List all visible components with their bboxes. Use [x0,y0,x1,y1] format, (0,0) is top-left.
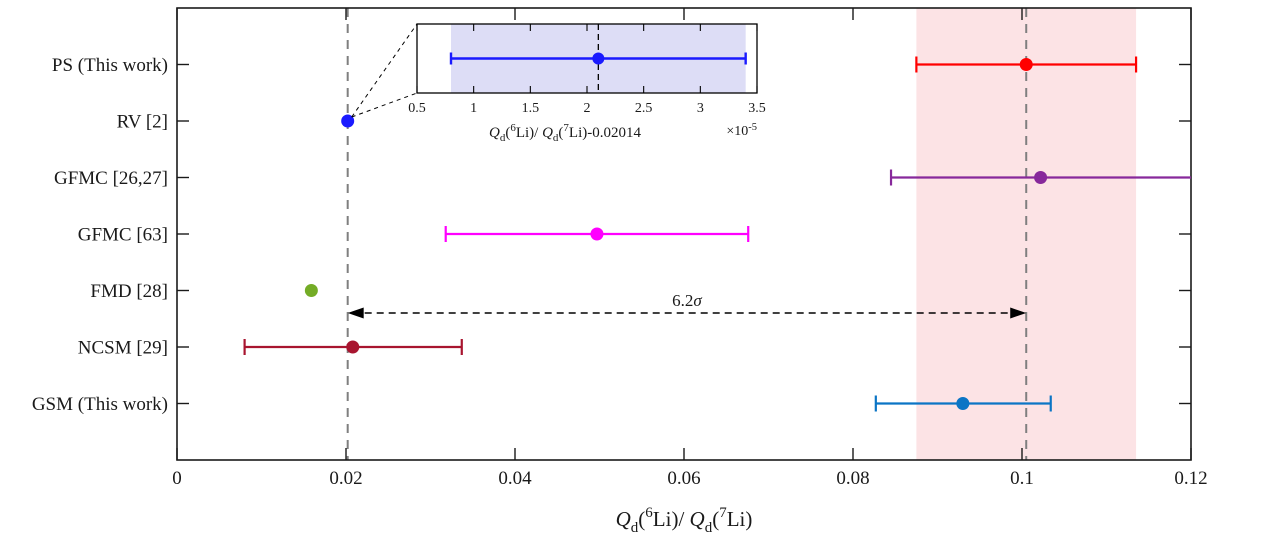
inset-tick-label: 3.5 [748,101,766,116]
x-tick-label: 0.04 [498,468,532,489]
y-category-label: GFMC [26,27] [54,168,168,189]
inset-tick-label: 0.5 [408,101,426,116]
inset-axes: 0.5 1 1.5 2 2.5 3 3.5 Qd(6Li)/ Qd(7Li)-0.02014 ×… [408,23,766,144]
data-point [1019,58,1033,71]
data-point [346,340,360,354]
inset-tick-label: 2 [584,101,591,116]
inset-connector-top [351,23,418,118]
data-point [590,227,604,241]
x-tick-label: 0.08 [836,468,869,489]
sigma-label: 6.2σ [672,291,702,310]
x-tick-label: 0.06 [667,468,700,489]
arrowhead-left-icon [347,307,364,319]
y-category-label: GFMC [63] [78,225,168,246]
sigma-annotation: 6.2σ [347,291,1027,319]
data-point [956,397,970,410]
data-point [341,114,355,128]
x-axis-label: Qd(6Li)/ Qd(7Li) [616,505,753,536]
x-tick-label: 0.12 [1174,468,1207,489]
x-tick-label: 0.02 [329,468,362,489]
y-category-label: RV [2] [117,112,168,133]
inset-data-point [592,52,605,65]
inset-multiplier-label: ×10-5 [726,122,757,139]
series-fmd-28- [304,284,318,297]
data-point [1034,171,1048,184]
y-category-label: NCSM [29] [78,338,168,359]
series-gfmc-63- [444,226,750,242]
series-rv-2- [341,114,355,128]
inset-tick-label: 3 [697,101,704,116]
x-tick-label: 0.1 [1010,468,1034,489]
inset-tick-label: 1.5 [522,101,540,116]
arrowhead-right-icon [1010,307,1027,319]
y-category-label: PS (This work) [52,55,168,76]
series-gsm-this-work- [874,395,1052,412]
x-tick-label: 0 [172,468,182,489]
axis-ticks [176,8,1192,460]
inset-tick-label: 2.5 [635,101,653,116]
series-ps-this-work- [915,56,1138,73]
y-category-label: GSM (This work) [32,394,168,415]
inset-x-axis-label: Qd(6Li)/ Qd(7Li)-0.02014 [489,122,642,144]
inset-connector-bottom [351,92,418,118]
y-category-label: FMD [28] [90,281,168,302]
inset-tick-label: 1 [470,101,477,116]
series-ncsm-29- [243,339,463,355]
data-point [304,284,318,297]
series-gfmc-26-27- [889,169,1191,186]
